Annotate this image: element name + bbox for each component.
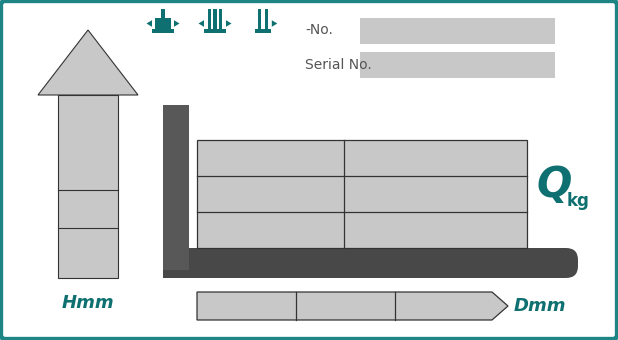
- Bar: [163, 248, 225, 278]
- FancyBboxPatch shape: [163, 248, 578, 278]
- Polygon shape: [38, 30, 138, 95]
- Bar: [265, 9, 268, 29]
- Text: Dmm: Dmm: [514, 297, 567, 315]
- Polygon shape: [198, 20, 204, 27]
- Bar: [360, 52, 555, 78]
- Bar: [204, 29, 226, 33]
- Text: Hmm: Hmm: [62, 294, 114, 312]
- Bar: [58, 95, 118, 278]
- Text: -No.: -No.: [305, 23, 333, 37]
- Polygon shape: [146, 20, 152, 27]
- Polygon shape: [226, 20, 232, 27]
- Bar: [152, 29, 174, 33]
- Bar: [213, 9, 217, 29]
- Text: Q: Q: [537, 164, 572, 206]
- Bar: [197, 140, 527, 248]
- Bar: [255, 29, 271, 33]
- Bar: [258, 9, 261, 29]
- Text: Serial No.: Serial No.: [305, 58, 372, 72]
- Polygon shape: [272, 20, 277, 27]
- Polygon shape: [174, 20, 179, 27]
- Text: kg: kg: [567, 192, 590, 210]
- Bar: [163, 105, 189, 270]
- Bar: [360, 18, 555, 44]
- Polygon shape: [197, 292, 508, 320]
- Bar: [208, 9, 211, 29]
- Bar: [161, 9, 164, 18]
- Bar: [219, 9, 222, 29]
- Bar: [155, 18, 171, 29]
